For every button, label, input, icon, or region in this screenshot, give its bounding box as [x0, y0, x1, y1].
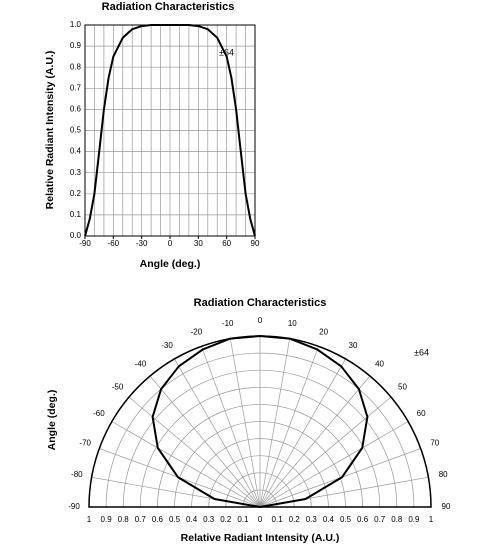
grid-spoke — [259, 346, 319, 508]
theta-tick-label: -50 — [112, 383, 124, 392]
x-axis-label: Relative Radiant Intensity (A.U.) — [181, 532, 340, 544]
y-tick-label: 0.7 — [70, 83, 82, 92]
theta-tick-label: 40 — [375, 360, 384, 369]
r-tick-label: 0 — [258, 515, 263, 524]
annotation: ±64 — [414, 347, 429, 357]
x-axis-label: Angle (deg.) — [140, 258, 201, 270]
theta-tick-label: -30 — [161, 341, 173, 350]
data-line — [151, 334, 369, 508]
r-tick-label: 0.8 — [118, 515, 130, 524]
y-tick-label: 0.0 — [70, 231, 82, 240]
theta-tick-label: -40 — [135, 360, 147, 369]
theta-tick-label: 80 — [439, 470, 448, 479]
data-line — [84, 24, 256, 237]
y-tick-label: 0.9 — [70, 41, 82, 50]
x-tick-label: -30 — [136, 239, 148, 248]
theta-tick-label: 10 — [288, 319, 297, 328]
theta-tick-label: 90 — [442, 502, 451, 511]
grid-spoke — [259, 375, 371, 508]
r-tick-label: 0.6 — [152, 515, 164, 524]
grid-spoke — [128, 396, 261, 508]
x-tick-label: 0 — [168, 239, 173, 248]
r-tick-label: 0.4 — [186, 515, 198, 524]
r-tick-label: 0.3 — [203, 515, 215, 524]
r-tick-label: 0.7 — [135, 515, 147, 524]
grid-spoke — [259, 338, 291, 508]
r-tick-label: 0.6 — [357, 515, 369, 524]
y-axis-label: Angle (deg.) — [46, 390, 58, 451]
r-tick-label: 0.9 — [101, 515, 113, 524]
theta-tick-label: -60 — [93, 409, 105, 418]
r-tick-label: 0.2 — [289, 515, 301, 524]
r-tick-label: 0.3 — [306, 515, 318, 524]
y-tick-label: 0.6 — [70, 105, 82, 114]
y-tick-label: 0.2 — [70, 189, 82, 198]
r-tick-label: 0.1 — [237, 515, 249, 524]
r-tick-label: 0.8 — [391, 515, 403, 524]
r-tick-label: 0.2 — [220, 515, 232, 524]
theta-tick-label: -10 — [222, 319, 234, 328]
y-tick-label: 0.4 — [70, 147, 82, 156]
grid-spoke — [259, 358, 346, 508]
x-tick-label: 30 — [194, 239, 203, 248]
y-tick-label: 0.5 — [70, 126, 82, 135]
x-tick-label: 60 — [222, 239, 231, 248]
r-tick-label: 0.7 — [374, 515, 386, 524]
theta-tick-label: 50 — [398, 383, 407, 392]
r-tick-label: 0.9 — [408, 515, 420, 524]
theta-tick-label: 20 — [319, 327, 328, 336]
r-tick-label: 0.5 — [169, 515, 181, 524]
r-tick-label: 0.4 — [323, 515, 335, 524]
y-axis-label: Relative Radiant Intensity (A.U.) — [44, 51, 56, 210]
theta-tick-label: 60 — [417, 409, 426, 418]
x-tick-label: -60 — [108, 239, 120, 248]
grid-spoke — [111, 421, 261, 508]
r-tick-label: 1 — [87, 515, 92, 524]
y-tick-label: 0.3 — [70, 168, 82, 177]
chart-title: Radiation Characteristics — [194, 297, 327, 309]
r-tick-label: 1 — [429, 515, 434, 524]
y-tick-label: 0.1 — [70, 210, 82, 219]
r-tick-label: 0.1 — [272, 515, 284, 524]
grid-spoke — [259, 396, 392, 508]
x-tick-label: -90 — [79, 239, 91, 248]
theta-tick-label: -70 — [79, 438, 91, 447]
theta-tick-label: 30 — [349, 341, 358, 350]
grid-spoke — [149, 375, 261, 508]
theta-tick-label: -80 — [71, 470, 83, 479]
theta-tick-label: -90 — [68, 502, 80, 511]
grid-spoke — [174, 358, 261, 508]
r-tick-label: 0.5 — [340, 515, 352, 524]
y-tick-label: 0.8 — [70, 62, 82, 71]
grid-spoke — [201, 346, 261, 508]
chart-title: Radiation Characteristics — [102, 1, 235, 13]
x-tick-label: 90 — [251, 239, 260, 248]
grid-spoke — [259, 421, 409, 508]
y-tick-label: 1.0 — [70, 20, 82, 29]
theta-tick-label: -20 — [191, 327, 203, 336]
theta-tick-label: 70 — [430, 438, 439, 447]
grid-spoke — [229, 338, 261, 508]
theta-tick-label: 0 — [258, 316, 263, 325]
